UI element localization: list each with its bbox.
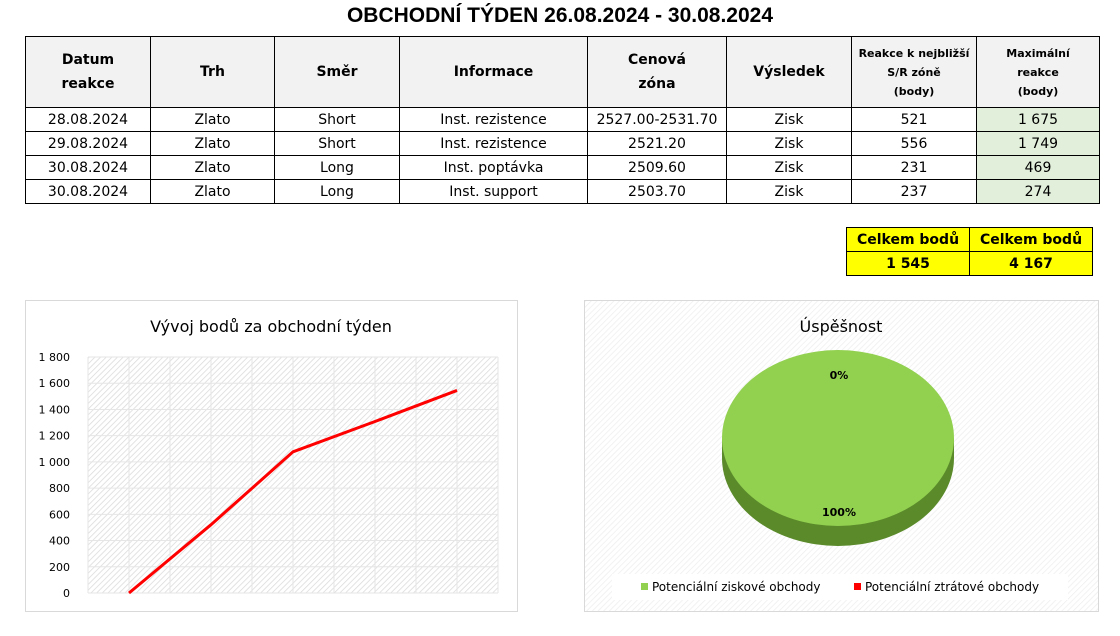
legend-swatch-loss bbox=[854, 583, 861, 590]
table-cell: Zlato bbox=[150, 107, 275, 132]
total-label: Celkem bodů bbox=[969, 227, 1093, 252]
table-cell: 274 bbox=[976, 179, 1100, 204]
table-row: 30.08.2024 Zlato Long Inst. poptávka 2509.60… bbox=[25, 155, 1100, 180]
table-cell: 2509.60 bbox=[587, 155, 727, 180]
table-cell: Inst. support bbox=[399, 179, 588, 204]
y-tick-label: 1 200 bbox=[39, 430, 71, 443]
table-cell: 237 bbox=[851, 179, 977, 204]
table-cell: Short bbox=[274, 131, 400, 156]
table-cell: Long bbox=[274, 155, 400, 180]
column-header: Reakce k nejbližší S/R zóně (body) bbox=[851, 36, 977, 108]
column-header: Informace bbox=[399, 36, 588, 108]
table-cell: 30.08.2024 bbox=[25, 155, 151, 180]
legend-swatch-win bbox=[641, 583, 648, 590]
legend bbox=[612, 574, 1068, 600]
table-cell: Short bbox=[274, 107, 400, 132]
trades-table: Datum reakce Trh Směr Informace Cenová zóna Výs… bbox=[25, 36, 1100, 204]
table-cell: 2521.20 bbox=[587, 131, 727, 156]
legend-label-loss: Potenciální ztrátové obchody bbox=[865, 580, 1039, 594]
total-value: 1 545 bbox=[846, 251, 970, 276]
y-tick-label: 1 000 bbox=[39, 456, 71, 469]
table-row: 29.08.2024 Zlato Short Inst. rezistence 2521… bbox=[25, 131, 1100, 156]
table-cell: 521 bbox=[851, 107, 977, 132]
table-cell: 231 bbox=[851, 155, 977, 180]
table-cell: 1 675 bbox=[976, 107, 1100, 132]
table-row: 28.08.2024 Zlato Short Inst. rezistence 2527… bbox=[25, 107, 1100, 132]
table-cell: Inst. rezistence bbox=[399, 131, 588, 156]
table-cell: 469 bbox=[976, 155, 1100, 180]
table-cell: Zlato bbox=[150, 131, 275, 156]
legend-label-win: Potenciální ziskové obchody bbox=[652, 580, 821, 594]
y-tick-label: 200 bbox=[49, 561, 70, 574]
y-tick-label: 0 bbox=[63, 587, 70, 600]
y-tick-label: 1 600 bbox=[39, 377, 71, 390]
pie-slice-win bbox=[722, 350, 954, 526]
column-header: Směr bbox=[274, 36, 400, 108]
chart-title: Úspěšnost bbox=[800, 317, 883, 336]
column-header: Trh bbox=[150, 36, 275, 108]
table-cell: 30.08.2024 bbox=[25, 179, 151, 204]
y-tick-label: 1 800 bbox=[39, 351, 71, 364]
pie-chart: Úspěšnost 0% 100% Potenciální ziskové obcho… bbox=[584, 300, 1099, 612]
page-title: OBCHODNÍ TÝDEN 26.08.2024 - 30.08.2024 bbox=[346, 4, 774, 27]
table-cell: 556 bbox=[851, 131, 977, 156]
table-cell: 2503.70 bbox=[587, 179, 727, 204]
column-header: Výsledek bbox=[726, 36, 852, 108]
y-tick-label: 1 400 bbox=[39, 403, 71, 416]
y-tick-label: 600 bbox=[49, 508, 70, 521]
table-cell: Zisk bbox=[726, 131, 852, 156]
pie-label-loss: 0% bbox=[830, 369, 849, 382]
table-cell: Inst. rezistence bbox=[399, 107, 588, 132]
total-label: Celkem bodů bbox=[846, 227, 970, 252]
column-header: Cenová zóna bbox=[587, 36, 727, 108]
y-tick-label: 800 bbox=[49, 482, 70, 495]
column-header: Maximální reakce (body) bbox=[976, 36, 1100, 108]
chart-title: Vývoj bodů za obchodní týden bbox=[150, 317, 392, 336]
table-cell: Zisk bbox=[726, 179, 852, 204]
table-cell: 1 749 bbox=[976, 131, 1100, 156]
table-cell: Long bbox=[274, 179, 400, 204]
y-tick-label: 400 bbox=[49, 535, 70, 548]
table-cell: Zlato bbox=[150, 179, 275, 204]
table-cell: 28.08.2024 bbox=[25, 107, 151, 132]
table-cell: Inst. poptávka bbox=[399, 155, 588, 180]
table-cell: 29.08.2024 bbox=[25, 131, 151, 156]
table-cell: Zisk bbox=[726, 107, 852, 132]
column-header: Datum reakce bbox=[25, 36, 151, 108]
total-value: 4 167 bbox=[969, 251, 1093, 276]
table-cell: Zisk bbox=[726, 155, 852, 180]
pie-label-win: 100% bbox=[822, 506, 856, 519]
table-cell: Zlato bbox=[150, 155, 275, 180]
totals-table: Celkem bodů Celkem bodů 1 545 4 167 bbox=[846, 227, 1093, 276]
table-cell: 2527.00-2531.70 bbox=[587, 107, 727, 132]
table-row: 30.08.2024 Zlato Long Inst. support 2503.70 Z… bbox=[25, 179, 1100, 204]
line-chart: Vývoj bodů za obchodní týden 1 800 1 600 1 … bbox=[25, 300, 518, 612]
